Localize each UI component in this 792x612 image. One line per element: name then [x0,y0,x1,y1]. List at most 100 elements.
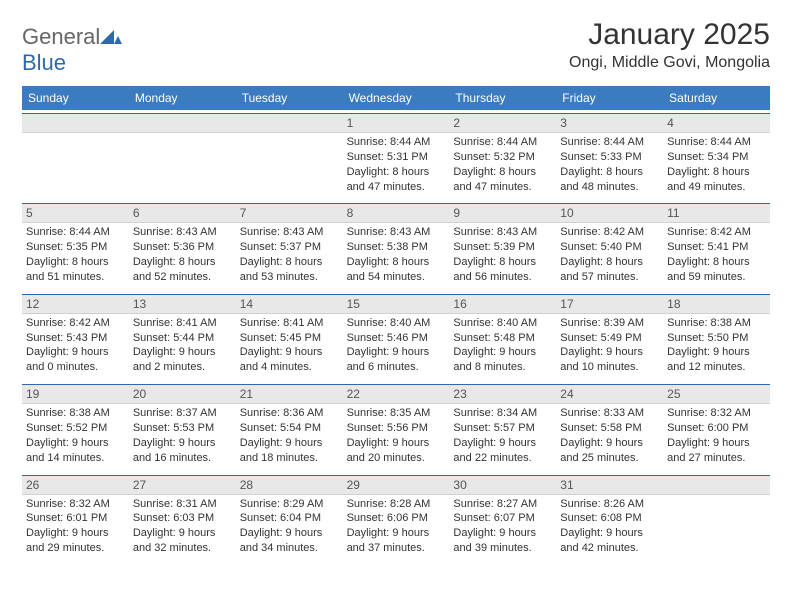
calendar-cell: 14Sunrise: 8:41 AMSunset: 5:45 PMDayligh… [236,291,343,381]
sun-info: Sunrise: 8:42 AMSunset: 5:41 PMDaylight:… [667,225,766,284]
sun-info: Sunrise: 8:44 AMSunset: 5:32 PMDaylight:… [453,135,552,194]
day-number: 20 [129,384,236,404]
calendar-cell: 27Sunrise: 8:31 AMSunset: 6:03 PMDayligh… [129,472,236,562]
calendar-cell: 8Sunrise: 8:43 AMSunset: 5:38 PMDaylight… [343,200,450,290]
day-number: 17 [556,294,663,314]
day-number: 5 [22,203,129,223]
day-number: 7 [236,203,343,223]
calendar-cell-blank: . [22,110,129,200]
day-number: 21 [236,384,343,404]
day-number: 3 [556,113,663,133]
sun-info: Sunrise: 8:42 AMSunset: 5:40 PMDaylight:… [560,225,659,284]
day-number: 23 [449,384,556,404]
day-number: 18 [663,294,770,314]
day-number: 11 [663,203,770,223]
day-number: 24 [556,384,663,404]
calendar-cell: 26Sunrise: 8:32 AMSunset: 6:01 PMDayligh… [22,472,129,562]
day-number: 28 [236,475,343,495]
sun-info: Sunrise: 8:29 AMSunset: 6:04 PMDaylight:… [240,497,339,556]
day-number: 31 [556,475,663,495]
day-number: 27 [129,475,236,495]
calendar-cell: 29Sunrise: 8:28 AMSunset: 6:06 PMDayligh… [343,472,450,562]
dayhead-tuesday: Tuesday [236,86,343,110]
day-number: 16 [449,294,556,314]
sun-info: Sunrise: 8:41 AMSunset: 5:44 PMDaylight:… [133,316,232,375]
sun-info: Sunrise: 8:40 AMSunset: 5:48 PMDaylight:… [453,316,552,375]
dayhead-monday: Monday [129,86,236,110]
sun-info: Sunrise: 8:43 AMSunset: 5:39 PMDaylight:… [453,225,552,284]
sun-info: Sunrise: 8:28 AMSunset: 6:06 PMDaylight:… [347,497,446,556]
sun-info: Sunrise: 8:44 AMSunset: 5:34 PMDaylight:… [667,135,766,194]
calendar-cell: 30Sunrise: 8:27 AMSunset: 6:07 PMDayligh… [449,472,556,562]
title-block: January 2025 Ongi, Middle Govi, Mongolia [569,18,770,72]
day-number: 14 [236,294,343,314]
sun-info: Sunrise: 8:26 AMSunset: 6:08 PMDaylight:… [560,497,659,556]
sun-info: Sunrise: 8:36 AMSunset: 5:54 PMDaylight:… [240,406,339,465]
calendar-cell: 11Sunrise: 8:42 AMSunset: 5:41 PMDayligh… [663,200,770,290]
day-number: . [663,475,770,495]
day-number: 8 [343,203,450,223]
calendar-cell: 18Sunrise: 8:38 AMSunset: 5:50 PMDayligh… [663,291,770,381]
dayhead-friday: Friday [556,86,663,110]
day-number: 30 [449,475,556,495]
day-number: 6 [129,203,236,223]
dayhead-wednesday: Wednesday [343,86,450,110]
sun-info: Sunrise: 8:27 AMSunset: 6:07 PMDaylight:… [453,497,552,556]
calendar-cell: 22Sunrise: 8:35 AMSunset: 5:56 PMDayligh… [343,381,450,471]
calendar-cell-blank: . [663,472,770,562]
calendar-cell: 7Sunrise: 8:43 AMSunset: 5:37 PMDaylight… [236,200,343,290]
calendar-cell: 2Sunrise: 8:44 AMSunset: 5:32 PMDaylight… [449,110,556,200]
sun-info: Sunrise: 8:37 AMSunset: 5:53 PMDaylight:… [133,406,232,465]
day-number: 12 [22,294,129,314]
calendar-cell-blank: . [129,110,236,200]
calendar-cell: 9Sunrise: 8:43 AMSunset: 5:39 PMDaylight… [449,200,556,290]
day-number: 4 [663,113,770,133]
logo-mark-icon [100,24,122,49]
header: General Blue January 2025 Ongi, Middle G… [22,18,770,76]
day-number: 13 [129,294,236,314]
day-number: . [129,113,236,133]
calendar-cell: 16Sunrise: 8:40 AMSunset: 5:48 PMDayligh… [449,291,556,381]
sun-info: Sunrise: 8:43 AMSunset: 5:36 PMDaylight:… [133,225,232,284]
calendar-cell: 23Sunrise: 8:34 AMSunset: 5:57 PMDayligh… [449,381,556,471]
calendar-cell: 12Sunrise: 8:42 AMSunset: 5:43 PMDayligh… [22,291,129,381]
sun-info: Sunrise: 8:43 AMSunset: 5:37 PMDaylight:… [240,225,339,284]
dayhead-saturday: Saturday [663,86,770,110]
calendar-cell: 20Sunrise: 8:37 AMSunset: 5:53 PMDayligh… [129,381,236,471]
sun-info: Sunrise: 8:41 AMSunset: 5:45 PMDaylight:… [240,316,339,375]
day-number: 22 [343,384,450,404]
logo-text-general: General [22,24,100,49]
day-number: 19 [22,384,129,404]
calendar-cell: 28Sunrise: 8:29 AMSunset: 6:04 PMDayligh… [236,472,343,562]
sun-info: Sunrise: 8:39 AMSunset: 5:49 PMDaylight:… [560,316,659,375]
location: Ongi, Middle Govi, Mongolia [569,54,770,72]
sun-info: Sunrise: 8:40 AMSunset: 5:46 PMDaylight:… [347,316,446,375]
day-number: 25 [663,384,770,404]
calendar-cell: 15Sunrise: 8:40 AMSunset: 5:46 PMDayligh… [343,291,450,381]
calendar-cell: 10Sunrise: 8:42 AMSunset: 5:40 PMDayligh… [556,200,663,290]
dayhead-thursday: Thursday [449,86,556,110]
calendar-cell: 21Sunrise: 8:36 AMSunset: 5:54 PMDayligh… [236,381,343,471]
day-number: 1 [343,113,450,133]
calendar-cell: 24Sunrise: 8:33 AMSunset: 5:58 PMDayligh… [556,381,663,471]
calendar-cell: 19Sunrise: 8:38 AMSunset: 5:52 PMDayligh… [22,381,129,471]
sun-info: Sunrise: 8:44 AMSunset: 5:33 PMDaylight:… [560,135,659,194]
month-title: January 2025 [569,18,770,52]
day-number: 9 [449,203,556,223]
calendar-cell: 6Sunrise: 8:43 AMSunset: 5:36 PMDaylight… [129,200,236,290]
sun-info: Sunrise: 8:42 AMSunset: 5:43 PMDaylight:… [26,316,125,375]
day-number: . [22,113,129,133]
calendar-cell: 31Sunrise: 8:26 AMSunset: 6:08 PMDayligh… [556,472,663,562]
logo-text: General Blue [22,24,122,76]
sun-info: Sunrise: 8:38 AMSunset: 5:50 PMDaylight:… [667,316,766,375]
sun-info: Sunrise: 8:38 AMSunset: 5:52 PMDaylight:… [26,406,125,465]
sun-info: Sunrise: 8:43 AMSunset: 5:38 PMDaylight:… [347,225,446,284]
sun-info: Sunrise: 8:35 AMSunset: 5:56 PMDaylight:… [347,406,446,465]
day-number: 10 [556,203,663,223]
day-number: . [236,113,343,133]
logo: General Blue [22,18,122,76]
calendar-cell: 13Sunrise: 8:41 AMSunset: 5:44 PMDayligh… [129,291,236,381]
calendar-cell-blank: . [236,110,343,200]
calendar-grid: SundayMondayTuesdayWednesdayThursdayFrid… [22,86,770,562]
calendar-cell: 4Sunrise: 8:44 AMSunset: 5:34 PMDaylight… [663,110,770,200]
